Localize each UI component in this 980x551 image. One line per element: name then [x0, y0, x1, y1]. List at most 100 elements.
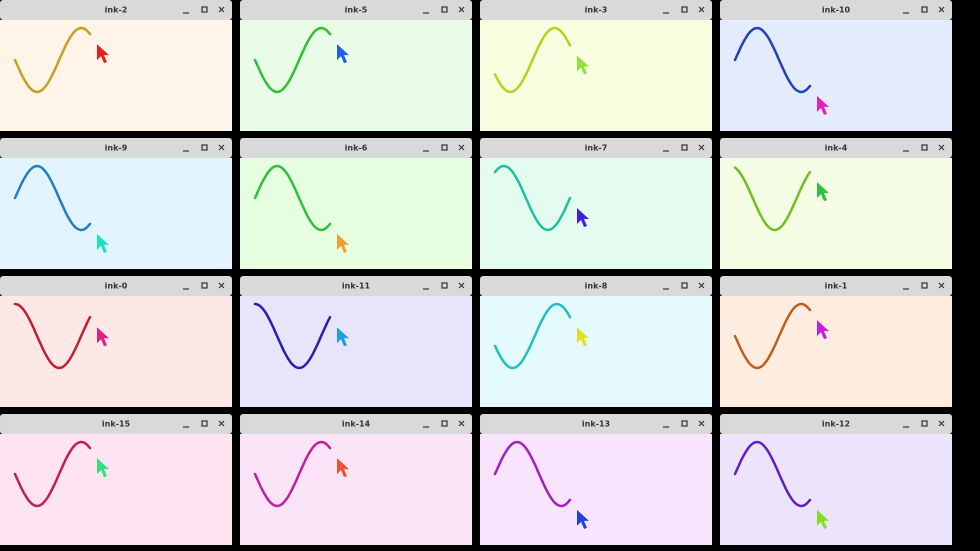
- ink-stroke: [13, 302, 92, 370]
- cursor: [97, 44, 109, 64]
- window: ink-13: [480, 414, 712, 545]
- close-button[interactable]: [698, 144, 705, 151]
- close-button[interactable]: [698, 282, 705, 289]
- ink-stroke: [733, 26, 812, 94]
- window-title: ink-9: [105, 144, 128, 153]
- title-bar: [720, 414, 952, 434]
- window-body: [0, 296, 232, 407]
- window: ink-8: [480, 276, 712, 407]
- title-bar: [0, 138, 232, 158]
- maximize-button[interactable]: [441, 144, 448, 151]
- window-body: [720, 20, 952, 131]
- cursor: [577, 55, 589, 75]
- ink-stroke: [253, 440, 332, 508]
- window: ink-9: [0, 138, 232, 269]
- window: ink-0: [0, 276, 232, 407]
- maximize-button[interactable]: [681, 420, 688, 427]
- title-bar: [240, 138, 472, 158]
- ink-stroke: [733, 440, 812, 508]
- ink-stroke: [493, 164, 572, 232]
- close-button[interactable]: [698, 420, 705, 427]
- window-title: ink-2: [105, 6, 128, 15]
- maximize-button[interactable]: [921, 282, 928, 289]
- window-body: [0, 158, 232, 269]
- close-button[interactable]: [458, 144, 465, 151]
- title-bar: [0, 276, 232, 296]
- window: ink-10: [720, 0, 952, 131]
- title-bar: [480, 138, 712, 158]
- ink-stroke: [13, 26, 92, 94]
- cursor: [97, 327, 109, 347]
- close-button[interactable]: [458, 6, 465, 13]
- ink-stroke: [13, 440, 92, 508]
- window-title: ink-3: [585, 6, 608, 15]
- ink-stroke: [733, 166, 812, 232]
- window-body: [480, 296, 712, 407]
- window-title: ink-4: [825, 144, 848, 153]
- window-title: ink-12: [822, 420, 850, 429]
- title-bar: [240, 0, 472, 20]
- maximize-button[interactable]: [681, 6, 688, 13]
- window-body: [240, 434, 472, 545]
- window-title: ink-7: [585, 144, 608, 153]
- cursor: [817, 95, 829, 115]
- window-body: [720, 296, 952, 407]
- window: ink-4: [720, 138, 952, 269]
- title-bar: [480, 276, 712, 296]
- close-button[interactable]: [458, 420, 465, 427]
- maximize-button[interactable]: [921, 420, 928, 427]
- title-bar: [240, 276, 472, 296]
- title-bar: [720, 138, 952, 158]
- close-button[interactable]: [218, 282, 225, 289]
- window: ink-14: [240, 414, 472, 545]
- close-button[interactable]: [218, 144, 225, 151]
- close-button[interactable]: [458, 282, 465, 289]
- cursor: [337, 233, 349, 253]
- window: ink-11: [240, 276, 472, 407]
- title-bar: [0, 0, 232, 20]
- close-button[interactable]: [218, 6, 225, 13]
- window-title: ink-14: [342, 420, 371, 429]
- maximize-button[interactable]: [681, 144, 688, 151]
- ink-stroke: [253, 164, 332, 232]
- window: ink-7: [480, 138, 712, 269]
- close-button[interactable]: [698, 6, 705, 13]
- window-title: ink-8: [585, 282, 608, 291]
- maximize-button[interactable]: [441, 420, 448, 427]
- maximize-button[interactable]: [441, 6, 448, 13]
- cursor: [817, 182, 829, 202]
- ink-stroke: [253, 26, 332, 94]
- title-bar: [720, 276, 952, 296]
- maximize-button[interactable]: [201, 6, 208, 13]
- title-bar: [720, 0, 952, 20]
- maximize-button[interactable]: [681, 282, 688, 289]
- maximize-button[interactable]: [201, 144, 208, 151]
- cursor: [577, 327, 589, 347]
- window-title: ink-0: [105, 282, 128, 291]
- maximize-button[interactable]: [201, 420, 208, 427]
- cursor: [337, 458, 349, 478]
- close-button[interactable]: [218, 420, 225, 427]
- maximize-button[interactable]: [441, 282, 448, 289]
- ink-stroke: [493, 302, 572, 370]
- window: ink-6: [240, 138, 472, 269]
- ink-stroke: [733, 302, 812, 370]
- window: ink-12: [720, 414, 952, 545]
- window-body: [480, 158, 712, 269]
- close-button[interactable]: [938, 144, 945, 151]
- window-body: [720, 158, 952, 269]
- close-button[interactable]: [938, 6, 945, 13]
- close-button[interactable]: [938, 420, 945, 427]
- window-title: ink-11: [342, 282, 371, 291]
- title-bar: [240, 414, 472, 434]
- window-body: [480, 20, 712, 131]
- cursor: [337, 44, 349, 64]
- maximize-button[interactable]: [921, 144, 928, 151]
- window-title: ink-13: [582, 420, 610, 429]
- window: ink-15: [0, 414, 232, 545]
- maximize-button[interactable]: [921, 6, 928, 13]
- close-button[interactable]: [938, 282, 945, 289]
- window-title: ink-1: [825, 282, 848, 291]
- maximize-button[interactable]: [201, 282, 208, 289]
